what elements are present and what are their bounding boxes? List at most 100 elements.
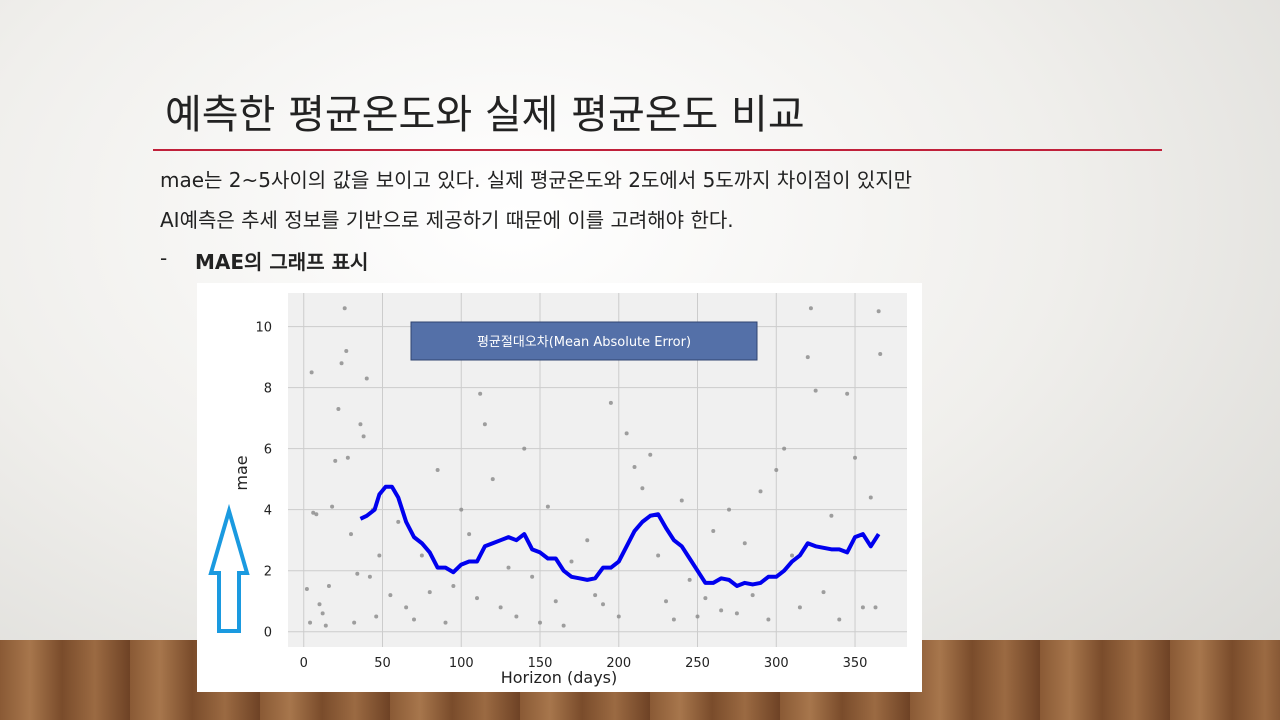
scatter-point: [860, 605, 865, 610]
scatter-point: [601, 602, 606, 607]
scatter-point: [451, 583, 456, 588]
scatter-point: [336, 406, 341, 411]
scatter-point: [750, 593, 755, 598]
scatter-point: [734, 611, 739, 616]
scatter-point: [482, 422, 487, 427]
scatter-point: [837, 617, 842, 622]
scatter-point: [873, 605, 878, 610]
scatter-point: [853, 455, 858, 460]
scatter-point: [490, 477, 495, 482]
up-arrow: [208, 503, 250, 633]
scatter-point: [742, 541, 747, 546]
body-text: AI예측은 추세 정보를 기반으로 제공하기 때문에 이를 고려해야 한다.: [160, 208, 734, 232]
scatter-point: [345, 455, 350, 460]
scatter-point: [624, 431, 629, 436]
scatter-point: [679, 498, 684, 503]
scatter-point: [333, 458, 338, 463]
scatter-point: [377, 553, 382, 558]
scatter-point: [719, 608, 724, 613]
y-tick-label: 4: [264, 504, 272, 519]
scatter-point: [427, 590, 432, 595]
scatter-point: [766, 617, 771, 622]
scatter-point: [478, 391, 483, 396]
scatter-point: [419, 553, 424, 558]
scatter-point: [593, 593, 598, 598]
scatter-point: [311, 510, 316, 515]
scatter-point: [608, 400, 613, 405]
scatter-point: [514, 614, 519, 619]
scatter-point: [545, 504, 550, 509]
scatter-point: [330, 504, 335, 509]
y-tick-label: 6: [264, 443, 272, 458]
scatter-point: [876, 309, 881, 314]
annotation: 평균절대오차(Mean Absolute Error): [477, 335, 691, 350]
scatter-point: [467, 532, 472, 537]
scatter-point: [829, 513, 834, 518]
body-text: mae는 2~5사이의 값을 보이고 있다. 실제 평균온도와 2도에서 5도까…: [160, 168, 913, 192]
scatter-point: [498, 605, 503, 610]
scatter-point: [367, 574, 372, 579]
scatter-point: [320, 611, 325, 616]
scatter-point: [309, 370, 314, 375]
scatter-point: [664, 599, 669, 604]
scatter-point: [326, 583, 331, 588]
scatter-point: [553, 599, 558, 604]
scatter-point: [561, 623, 566, 628]
scatter-point: [805, 355, 810, 360]
scatter-point: [878, 352, 883, 357]
scatter-point: [797, 605, 802, 610]
scatter-point: [671, 617, 676, 622]
scatter-point: [703, 596, 708, 601]
scatter-point: [640, 486, 645, 491]
scatter-point: [396, 519, 401, 524]
scatter-point: [569, 559, 574, 564]
scatter-point: [656, 553, 661, 558]
chart: 평균절대오차(Mean Absolute Error) Horizon (day…: [197, 283, 922, 692]
scatter-point: [538, 620, 543, 625]
bullet-text: MAE의 그래프 표시: [195, 250, 369, 274]
y-tick-label: 10: [255, 321, 272, 336]
scatter-point: [695, 614, 700, 619]
slide-title: 예측한 평균온도와 실제 평균온도 비교: [165, 92, 805, 138]
scatter-point: [317, 602, 322, 607]
x-axis-label: Horizon (days): [501, 668, 618, 687]
title-rule: [153, 149, 1162, 151]
scatter-point: [522, 446, 527, 451]
scatter-point: [344, 348, 349, 353]
scatter-point: [374, 614, 379, 619]
scatter-point: [412, 617, 417, 622]
scatter-point: [616, 614, 621, 619]
y-axis-label: mae: [232, 455, 251, 490]
bullet: -: [160, 246, 168, 270]
scatter-point: [790, 553, 795, 558]
scatter-point: [506, 565, 511, 570]
scatter-point: [808, 306, 813, 311]
y-tick-label: 2: [264, 565, 272, 580]
scatter-point: [774, 468, 779, 472]
scatter-point: [782, 446, 787, 451]
scatter-point: [632, 464, 637, 469]
scatter-point: [435, 468, 440, 472]
scatter-point: [585, 538, 590, 543]
scatter-point: [711, 529, 716, 534]
y-tick-label: 8: [264, 382, 272, 397]
x-tick-label: 0: [300, 656, 308, 671]
scatter-point: [727, 507, 732, 512]
scatter-point: [339, 361, 344, 366]
scatter-point: [308, 620, 313, 625]
scatter-point: [530, 574, 535, 579]
x-tick-label: 50: [374, 656, 391, 671]
scatter-point: [358, 422, 363, 427]
scatter-point: [349, 532, 354, 537]
scatter-point: [459, 507, 464, 512]
annotation-box: [410, 321, 758, 361]
y-tick-label: 0: [264, 626, 272, 641]
scatter-point: [648, 452, 653, 457]
scatter-point: [404, 605, 409, 610]
scatter-point: [687, 577, 692, 582]
scatter-point: [314, 512, 319, 517]
x-tick-label: 300: [764, 656, 789, 671]
scatter-point: [361, 434, 366, 439]
scatter-point: [868, 495, 873, 500]
